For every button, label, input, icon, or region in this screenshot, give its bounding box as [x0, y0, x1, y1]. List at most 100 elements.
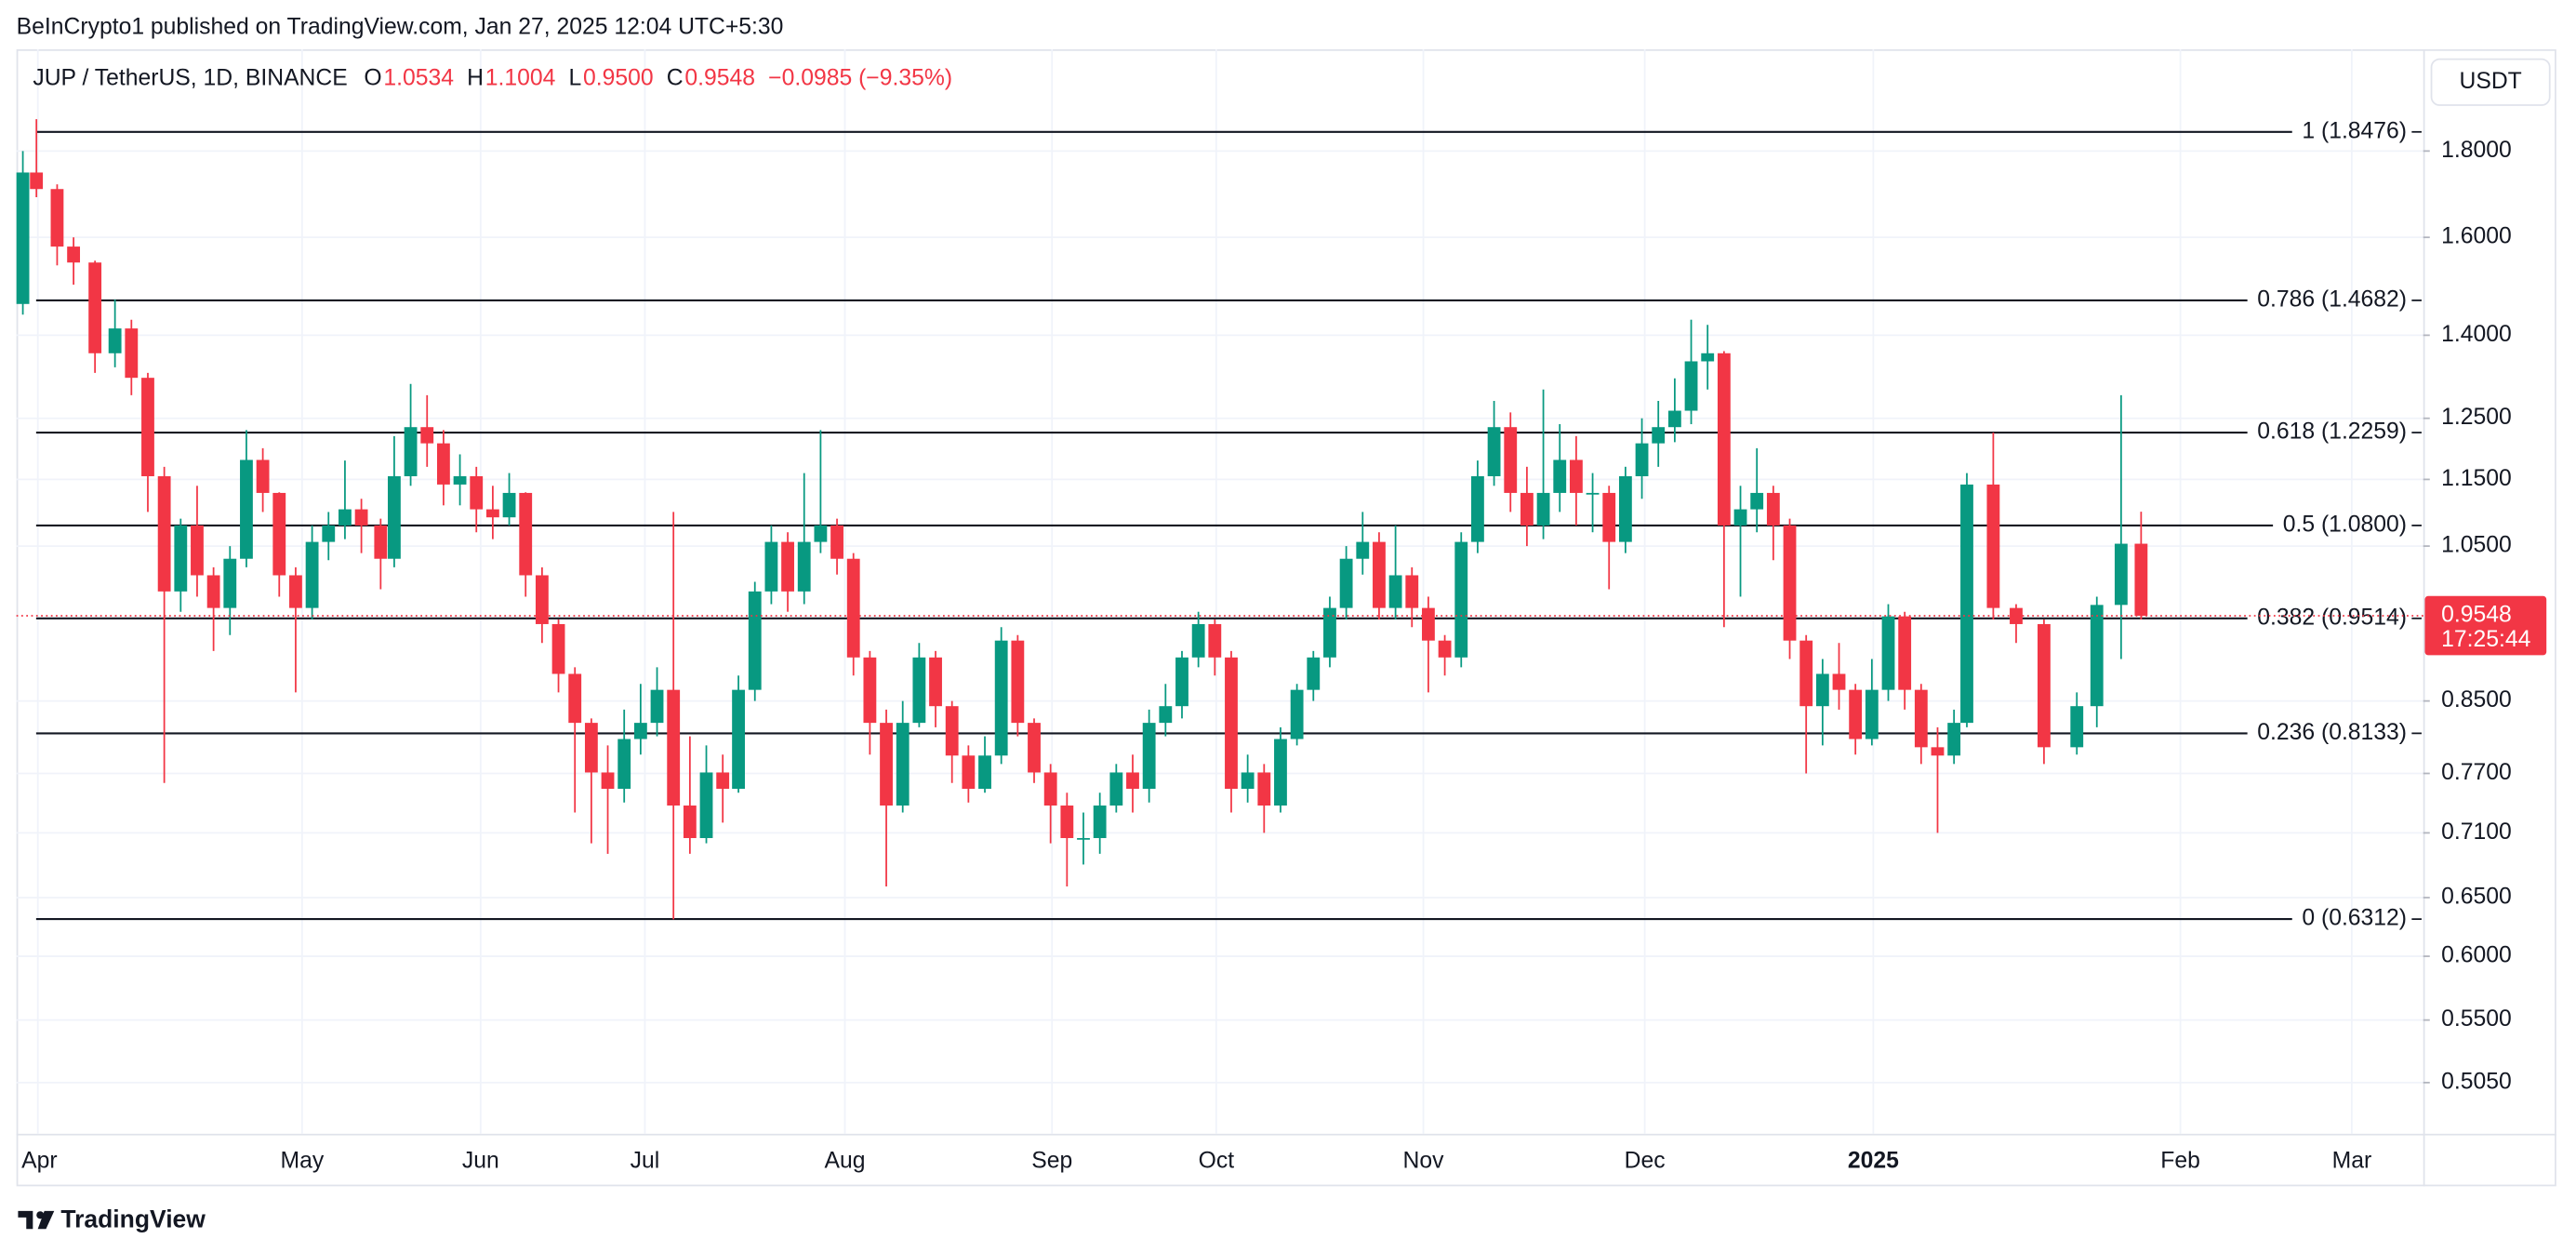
candle-body	[945, 706, 959, 756]
candle-body	[519, 492, 533, 576]
candle-body	[667, 689, 681, 806]
y-tick-label: 0.7100	[2441, 819, 2512, 845]
candle-body	[2114, 543, 2128, 606]
candle-body	[1487, 427, 1501, 476]
candle-body	[732, 689, 745, 790]
level-label: 0.382 (0.9514)	[2257, 605, 2407, 630]
candle-body	[683, 806, 697, 838]
candle-body	[584, 723, 598, 773]
candle-body	[1043, 772, 1057, 806]
candle-body	[354, 509, 368, 526]
candle-body	[633, 723, 647, 739]
published-note: BeInCrypto1 published on TradingView.com…	[17, 15, 784, 40]
y-tick-label: 0.5500	[2441, 1006, 2512, 1032]
candle-body	[1307, 657, 1321, 690]
candle-body	[830, 525, 843, 559]
candle-body	[453, 475, 467, 485]
pane-border	[16, 48, 2556, 1187]
candle-body	[2134, 543, 2148, 616]
y-tick-label: 1.0500	[2441, 533, 2512, 558]
candle-body	[272, 492, 286, 576]
candle-body	[470, 475, 484, 510]
x-tick-label: Mar	[2332, 1148, 2372, 1173]
x-tick-label: Dec	[1625, 1148, 1666, 1173]
candle-body	[1323, 607, 1336, 658]
candle-body	[1471, 475, 1484, 542]
y-tick-label: 1.4000	[2441, 322, 2512, 347]
candle-body	[1667, 410, 1681, 428]
last-price-label: 0.9548	[2441, 603, 2512, 628]
candle-body	[764, 541, 778, 592]
y-tick-label: 0.7700	[2441, 760, 2512, 785]
legend-key: H	[467, 65, 484, 90]
candle-body	[1356, 541, 1370, 559]
candle-body	[157, 475, 171, 592]
candle-body	[1586, 492, 1600, 495]
candle-body	[1520, 492, 1534, 526]
candle-body	[1339, 558, 1353, 608]
change-label: −0.0985 (−9.35%)	[768, 65, 952, 90]
candle-body	[929, 657, 942, 707]
x-tick-label: Jul	[631, 1148, 660, 1173]
legend-value: 0.9548	[684, 65, 755, 90]
candle-body	[1986, 484, 2000, 608]
candle-body	[1438, 640, 1452, 658]
candle-body	[912, 657, 926, 724]
candle-body	[1257, 772, 1271, 806]
candle-body	[1028, 723, 1041, 773]
candle-body	[797, 541, 811, 592]
candle-body	[1126, 772, 1139, 790]
legend-value: 1.0534	[383, 65, 454, 90]
level-label: 0 (0.6312)	[2302, 906, 2407, 931]
candle-body	[748, 591, 762, 690]
candle-body	[108, 328, 122, 353]
candle-body	[1290, 689, 1304, 739]
candle-body	[1717, 353, 1731, 526]
candle-body	[420, 427, 434, 444]
candle-body	[1536, 492, 1550, 526]
y-tick-label: 1.1500	[2441, 466, 2512, 491]
candle-body	[1405, 575, 1419, 608]
y-tick-label: 1.2500	[2441, 405, 2512, 430]
level-label: 0.786 (1.4682)	[2257, 286, 2407, 312]
candle-body	[846, 558, 860, 658]
candle-body	[2090, 605, 2104, 707]
candle-body	[535, 575, 549, 624]
candle-body	[1373, 541, 1386, 608]
y-tick-label: 1.8000	[2441, 138, 2512, 163]
candle-body	[174, 525, 188, 592]
candle-body	[1569, 460, 1583, 493]
candle-body	[1750, 492, 1764, 510]
candle-body	[1191, 623, 1205, 658]
logo-dot	[36, 1211, 45, 1219]
candle-body	[1011, 640, 1025, 724]
candle-body	[1553, 460, 1567, 493]
legend-key: C	[667, 65, 684, 90]
currency-button[interactable]	[2430, 58, 2551, 106]
level-label: 0.236 (0.8133)	[2257, 720, 2407, 745]
candle-body	[1388, 575, 1402, 608]
legend-key: O	[364, 65, 381, 90]
candle-body	[322, 525, 336, 542]
candle-body	[339, 509, 352, 526]
currency-label[interactable]: USDT	[2459, 69, 2521, 94]
candle-body	[1077, 837, 1090, 840]
candle-body	[30, 172, 44, 190]
x-tick-label: Jun	[462, 1148, 499, 1173]
candle-body	[2070, 706, 2084, 748]
candle-body	[305, 541, 319, 608]
x-tick-label: 2025	[1848, 1148, 1899, 1173]
y-tick-label: 0.8500	[2441, 687, 2512, 713]
candle-body	[863, 657, 877, 724]
x-tick-label: Apr	[21, 1148, 57, 1173]
y-tick-label: 0.6500	[2441, 885, 2512, 910]
candle-body	[2010, 607, 2023, 624]
legend-value: 0.9500	[583, 65, 654, 90]
candle-body	[223, 558, 237, 608]
candle-body	[50, 189, 64, 247]
candle-body	[978, 755, 991, 790]
candle-body	[716, 772, 730, 790]
candle-body	[404, 427, 418, 476]
candle-body	[1849, 689, 1863, 739]
